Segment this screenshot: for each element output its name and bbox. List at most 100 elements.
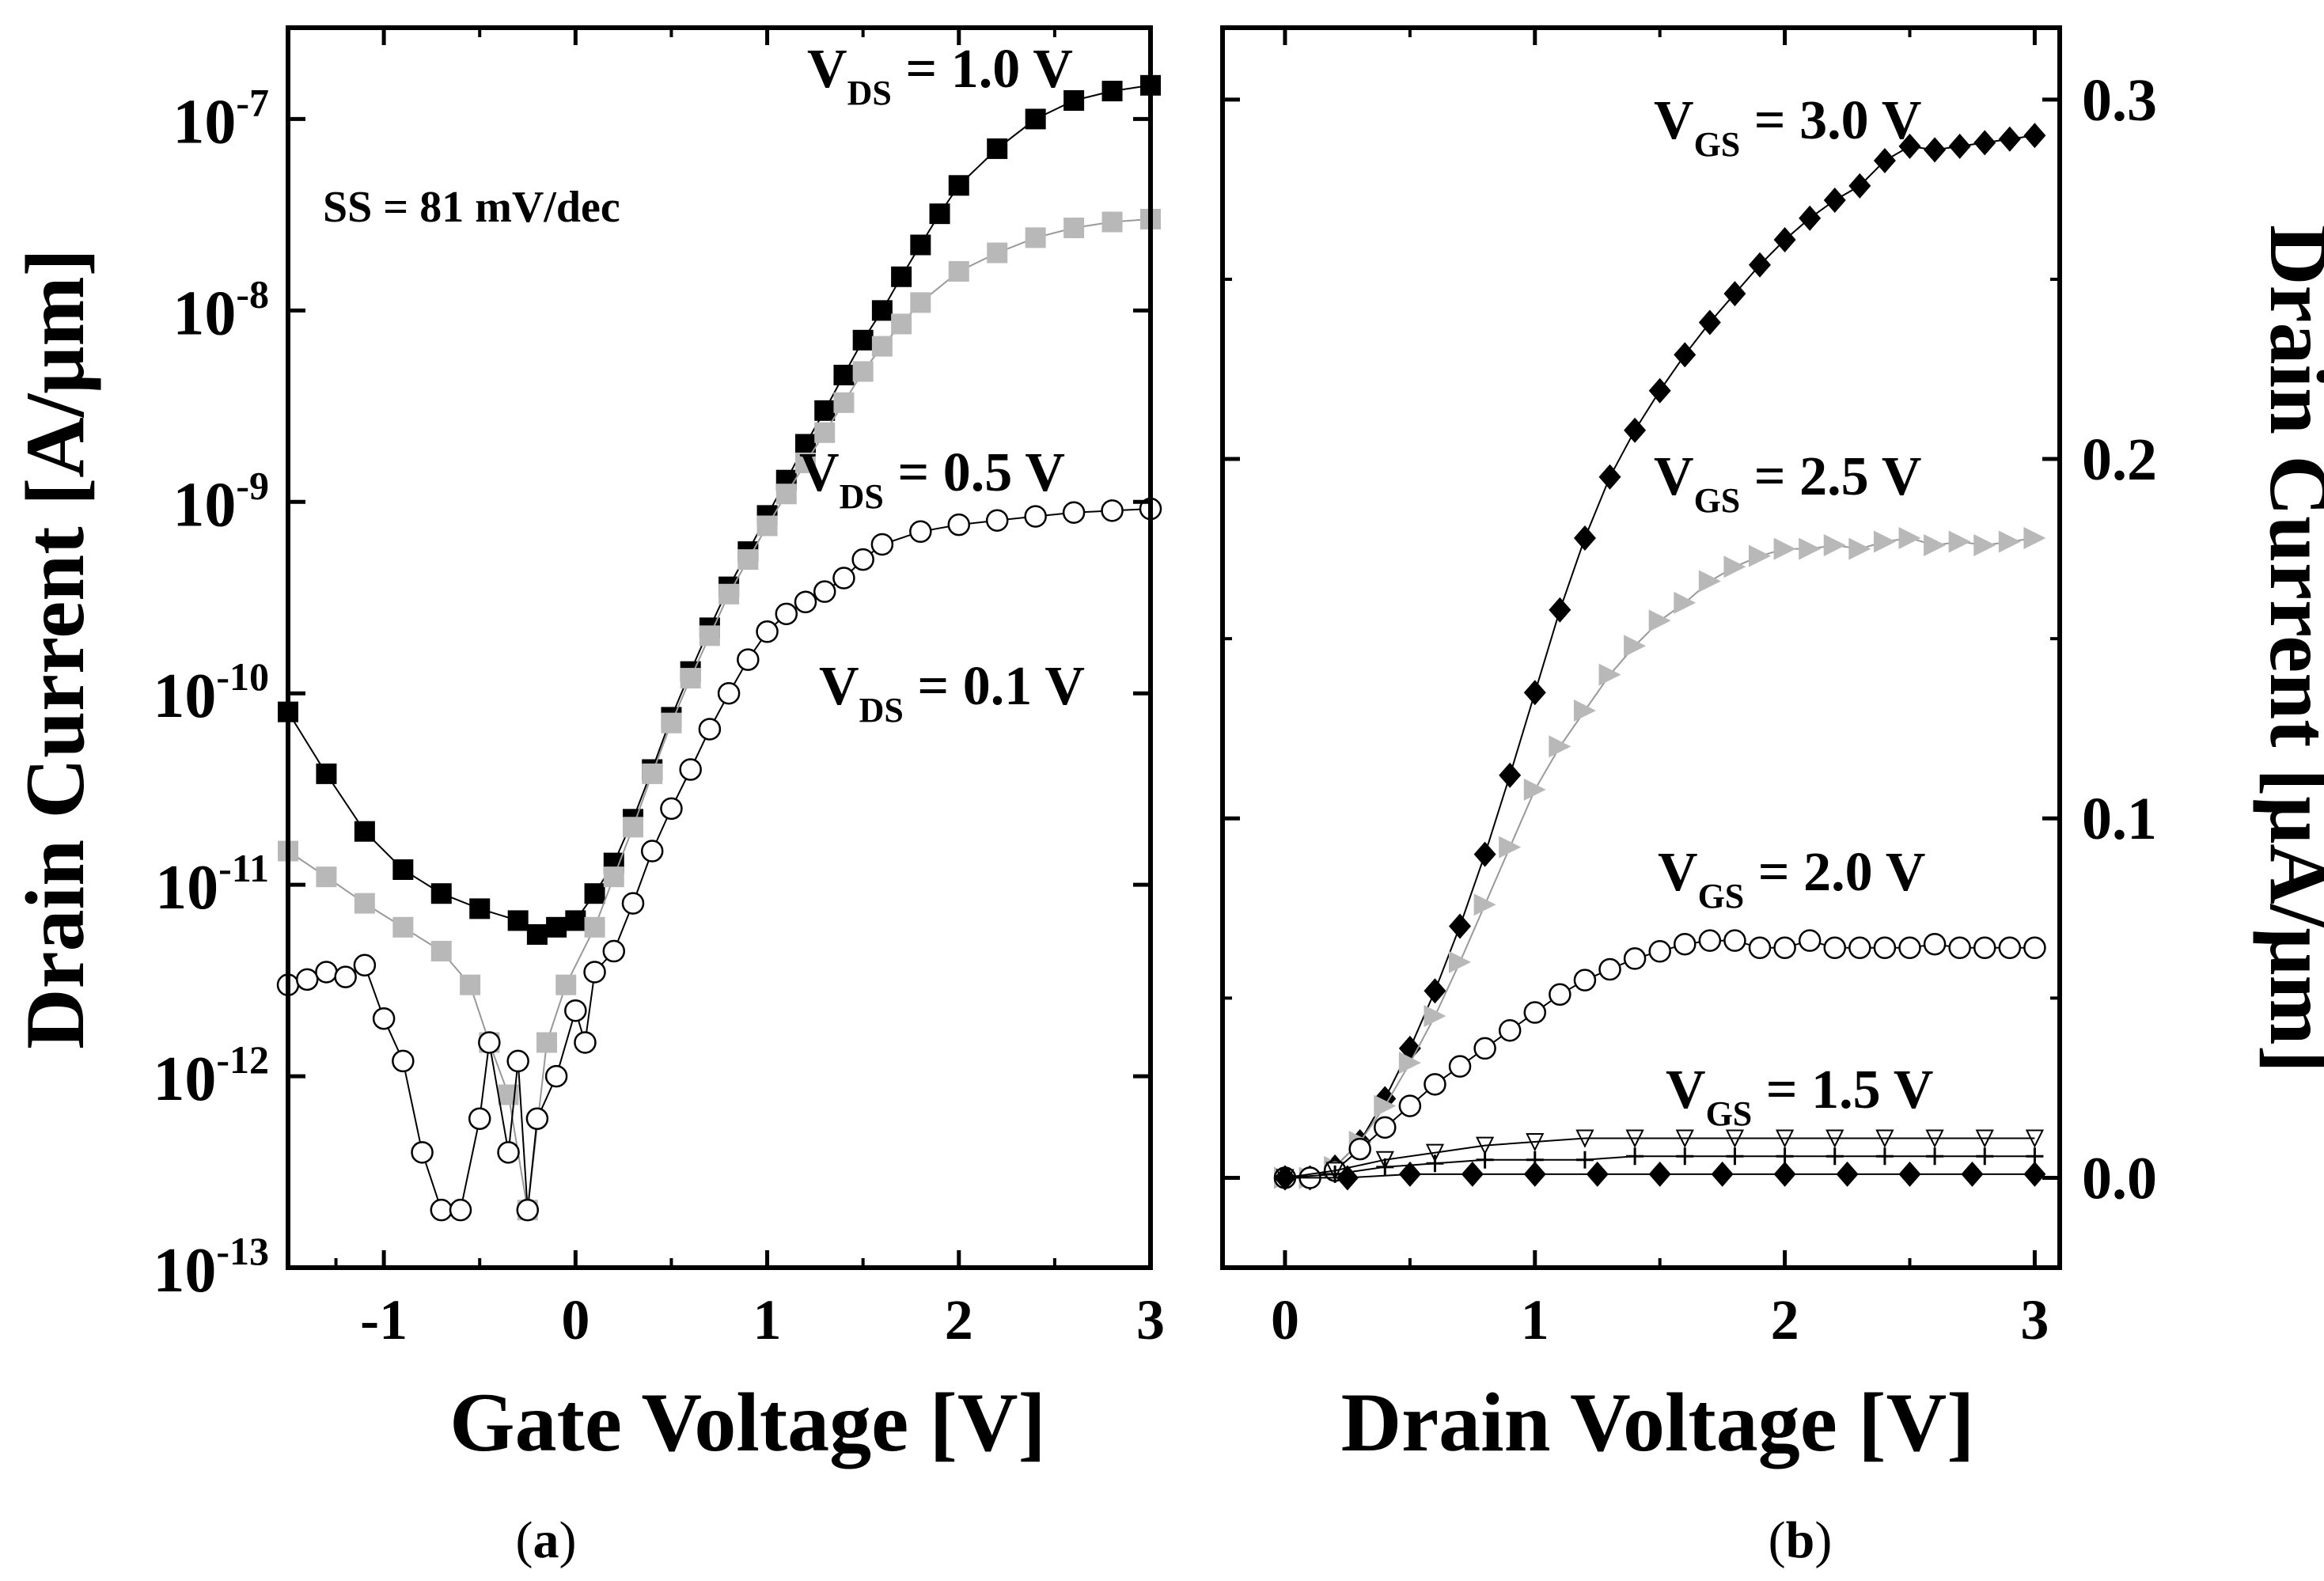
panel-b-series-1-point-16: [1674, 591, 1697, 614]
panel-a-y-tick-label-3: 10-10: [153, 654, 269, 731]
panel-a-series-1-point-28: [910, 292, 931, 313]
panel-b-series-2-point-9: [1498, 1018, 1522, 1042]
panel-a-series-1-point-26: [871, 336, 893, 357]
panel-b-series-0-point-23: [1848, 173, 1871, 199]
panel-b-series-1-point-5: [1398, 1052, 1421, 1075]
panel-b-x-tick-label-1: 1: [1521, 1288, 1549, 1352]
panel-b-series-2-point-24: [1873, 936, 1897, 960]
panel-a-series-2-point-40: [1101, 499, 1124, 522]
panel-a-x-tick-label-4: 3: [1136, 1288, 1165, 1352]
panel-b-series-0-point-11: [1549, 597, 1571, 623]
panel-b-x-axis-label: Drain Voltage [V]: [1341, 1376, 1975, 1469]
panel-a-series-0-point-6: [507, 910, 529, 931]
panel-b-series-1-point-9: [1499, 836, 1522, 859]
panel-b-series-3-point-11: [1825, 1129, 1844, 1148]
panel-a-series-2-point-13: [506, 1049, 529, 1073]
panel-a-series-1-point-30: [987, 242, 1008, 264]
panel-a-y-tick-label-4: 10-9: [172, 463, 269, 540]
panel-a-series-1-point-23: [814, 422, 836, 443]
panel-a-series-1-point-29: [948, 260, 969, 282]
panel-a-series-1-point-2: [354, 893, 375, 914]
panel-b-series-1-point-14: [1624, 635, 1647, 658]
panel-a-series-0-point-23: [833, 364, 855, 385]
panel-a-series-2-point-29: [775, 602, 798, 626]
panel-b-series-0-point-13: [1598, 464, 1621, 490]
panel-a-x-tick-label-3: 2: [945, 1288, 973, 1352]
panel-a-ticks: -1 0 1 2 3 10-13 10-12 10-11 10-10 10-9 10-8 10-7: [153, 28, 1165, 1352]
panel-b-series-0-point-21: [1799, 205, 1822, 231]
panel-a-series-label-1: VDS = 0.5 V: [799, 442, 1065, 516]
panel-b-series-1-point-27: [1948, 530, 1971, 553]
panel-a-y-tick-label-1: 10-12: [153, 1037, 269, 1114]
panel-b-series-2-point-19: [1748, 936, 1772, 960]
panel-b-series-3-line: [1284, 1137, 2035, 1179]
panel-b-series-3-point-12: [1875, 1129, 1894, 1148]
panel-a-series-2-point-11: [478, 1031, 501, 1054]
panel-a-series-2-point-28: [756, 620, 779, 643]
panel-b-series-1-point-15: [1648, 609, 1671, 632]
panel-a-series-2-point-4: [353, 954, 377, 977]
panel-b-series-5-point-7: [1711, 1161, 1734, 1187]
panel-b-series-3-point-1: [1325, 1162, 1344, 1181]
panel-b-series-0-point-28: [1973, 130, 1996, 156]
panel-b-series-0-point-8: [1473, 841, 1496, 867]
panel-a-series-0-point-28: [929, 203, 950, 225]
panel-a-series-1-point-12: [603, 866, 624, 888]
panel-a-series-0-point-22: [814, 400, 836, 421]
panel-a-series-2-point-38: [1024, 505, 1047, 528]
panel-b-series-4-point-11: [1825, 1147, 1844, 1166]
panel-b-x-tick-label-2: 2: [1771, 1288, 1799, 1352]
panel-b-series-2-point-13: [1598, 957, 1621, 981]
panel-a-plot-frame: [286, 25, 1153, 1270]
panel-a-series-2-point-8: [430, 1198, 453, 1222]
panel-b-series-2-point-18: [1723, 929, 1746, 952]
panel-a-series-0-point-5: [469, 898, 491, 919]
panel-a-series-2-point-20: [602, 939, 626, 963]
panel-b-series-3-point-13: [1925, 1129, 1944, 1148]
panel-a-series-0-point-26: [891, 266, 912, 287]
panel-b-series-1-point-8: [1473, 893, 1496, 916]
panel-a-x-axis-label: Gate Voltage [V]: [449, 1376, 1046, 1469]
panel-b-series-0-point-17: [1698, 309, 1721, 336]
panel-a-series-2-point-6: [392, 1049, 415, 1073]
panel-b-series-5-point-5: [1586, 1161, 1609, 1187]
panel-b-series-4-point-13: [1926, 1147, 1944, 1166]
panel-b-series-1-point-29: [1998, 530, 2021, 553]
panel-a-y-tick-label-0: 10-13: [153, 1229, 269, 1306]
panel-a-series-1-point-16: [680, 668, 701, 689]
panel-a-series-1-point-5: [460, 974, 481, 995]
panel-a-series-labels: VDS = 1.0 V VDS = 0.5 V VDS = 0.1 V: [799, 39, 1085, 730]
panel-a-series-2-point-22: [640, 840, 664, 863]
panel-b-series-label-3: VGS = 1.5 V: [1666, 1060, 1933, 1133]
panel-b-series-0-point-10: [1523, 680, 1546, 706]
panel-b-series-4-point-8: [1676, 1147, 1694, 1166]
panel-a-series-2-point-34: [870, 533, 894, 556]
panel-b-series-1-point-26: [1924, 534, 1947, 557]
panel-a-series-2-point-39: [1062, 501, 1086, 524]
panel-a-series-1-point-4: [430, 941, 452, 962]
panel-a-data-layer: [276, 74, 1162, 1222]
panel-b-series-5-point-10: [1898, 1161, 1921, 1187]
panel-b-ticks: 0 1 2 3 0.0 0.1 0.2 0.3: [1223, 28, 2157, 1352]
panel-b-series-1-point-6: [1424, 1005, 1446, 1028]
panel-b-series-5-point-8: [1773, 1161, 1796, 1187]
panel-b-series-4-point-9: [1726, 1147, 1744, 1166]
panel-b-series-3-point-3: [1425, 1143, 1445, 1162]
panel-a-series-2-point-10: [468, 1107, 491, 1130]
panel-a-series-1-point-17: [699, 625, 720, 646]
panel-b-series-0-point-27: [1948, 133, 1971, 159]
panel-b-series-4-point-4: [1476, 1151, 1494, 1169]
panel-b-series-5-point-2: [1398, 1161, 1421, 1187]
panel-b-data-layer: [1273, 123, 2046, 1191]
panel-b-series-3-point-4: [1475, 1136, 1495, 1155]
panel-b-series-1-point-30: [2023, 526, 2046, 549]
panel-a-series-label-0: VDS = 1.0 V: [807, 39, 1073, 112]
panel-a-series-0-point-7: [526, 923, 548, 945]
panel-b-series-3-point-7: [1625, 1129, 1644, 1148]
panel-a-series-2-point-25: [698, 718, 722, 741]
panel-b-series-1-point-11: [1549, 735, 1571, 758]
panel-a-y-tick-label-5: 10-8: [172, 271, 269, 348]
panel-b-series-2-point-8: [1473, 1037, 1496, 1060]
panel-b-series-2-point-17: [1698, 929, 1722, 952]
